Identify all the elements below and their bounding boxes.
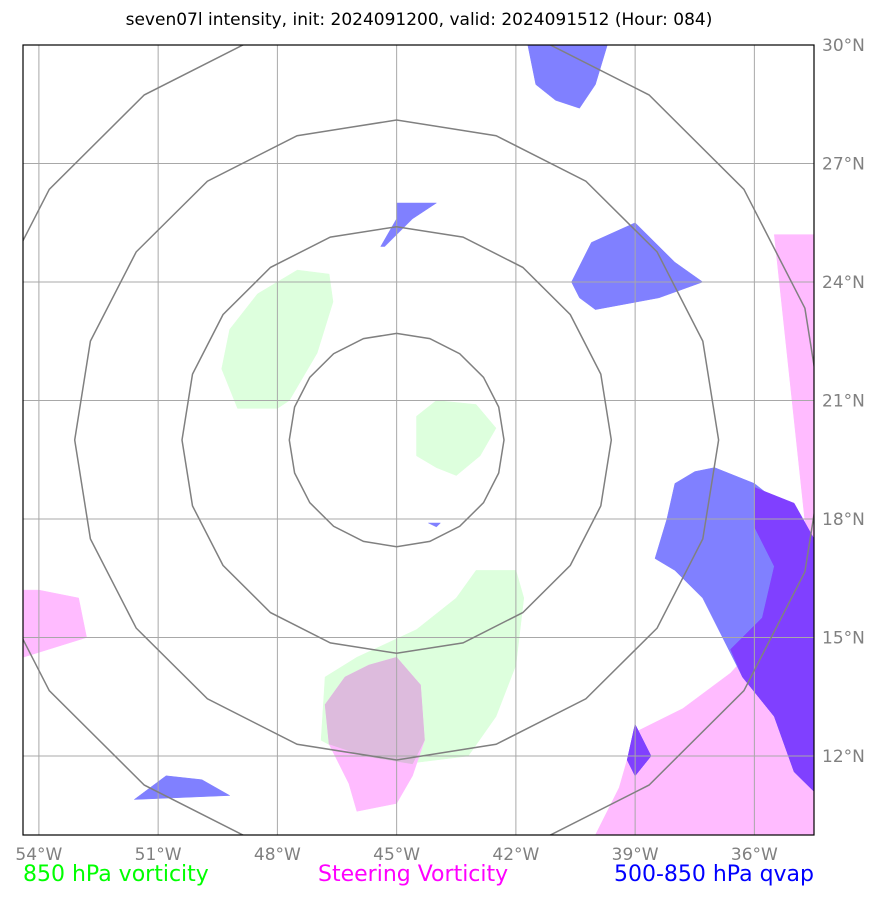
- x-tick-label-3: 45°W: [373, 845, 420, 865]
- qvap-region-4: [428, 522, 442, 528]
- legend-850-vorticity: 850 hPa vorticity: [23, 862, 209, 887]
- qvap-region-0: [527, 45, 608, 109]
- green-vorticity-region-1: [416, 400, 497, 476]
- y-tick-labels: 30°N 27°N 24°N 21°N 18°N 15°N 12°N: [822, 36, 865, 767]
- range-ring-0: [288, 332, 505, 548]
- x-tick-labels: 54°W 51°W 48°W 45°W 42°W 39°W 36°W: [15, 845, 778, 865]
- range-ring-1: [181, 225, 613, 655]
- x-tick-label-6: 36°W: [731, 845, 778, 865]
- x-tick-label-2: 48°W: [254, 845, 301, 865]
- vorticity-steering-overlap-region-0: [324, 657, 425, 765]
- qvap-region-1: [380, 202, 438, 247]
- range-ring-2: [73, 119, 720, 761]
- chart-title: seven07l intensity, init: 2024091200, va…: [126, 10, 713, 30]
- y-tick-label-5: 15°N: [822, 629, 865, 649]
- y-tick-label-6: 12°N: [822, 747, 865, 767]
- y-tick-label-4: 18°N: [822, 510, 865, 530]
- plot-area: [23, 45, 814, 835]
- x-tick-label-0: 54°W: [15, 845, 62, 865]
- steering-vorticity-region-1: [23, 589, 87, 658]
- range-rings: [23, 45, 814, 835]
- plot-frame: [22, 44, 815, 836]
- y-tick-label-3: 21°N: [822, 392, 865, 412]
- x-tick-label-5: 39°W: [612, 845, 659, 865]
- y-tick-label-0: 30°N: [822, 36, 865, 56]
- x-tick-label-4: 42°W: [492, 845, 539, 865]
- x-tick-label-1: 51°W: [135, 845, 182, 865]
- fills-layer: [23, 45, 814, 835]
- legend-steering-vorticity: Steering Vorticity: [318, 862, 509, 887]
- legend-qvap: 500-850 hPa qvap: [613, 862, 814, 887]
- qvap-region-2: [571, 222, 704, 310]
- y-tick-label-1: 27°N: [822, 155, 865, 175]
- range-ring-3: [23, 45, 814, 835]
- y-tick-label-2: 24°N: [822, 273, 865, 293]
